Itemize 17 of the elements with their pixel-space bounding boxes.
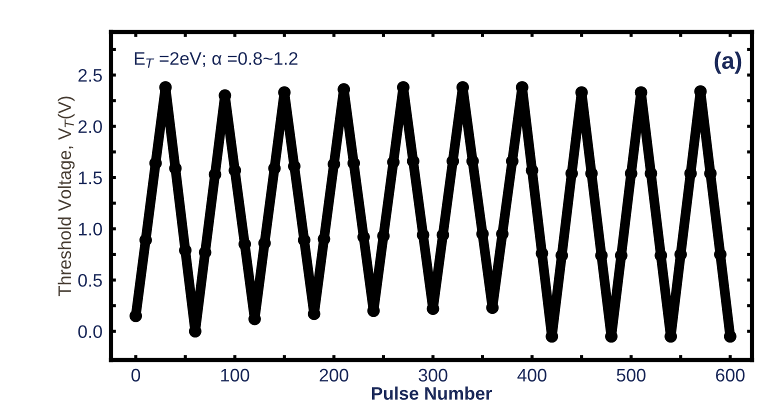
y-tick-label: 1.5 xyxy=(78,172,102,184)
y-tick-label: 2.5 xyxy=(78,68,102,82)
x-tick-label: 600 xyxy=(716,368,745,382)
x-tick-label: 300 xyxy=(418,368,448,382)
y-tick-label: 2.0 xyxy=(78,120,102,134)
y-tick-label: 0.0 xyxy=(78,325,102,338)
x-tick-label: 200 xyxy=(320,368,348,382)
y-tick-label: 0.5 xyxy=(78,274,102,287)
annotation: E$_{T}$ =2eV; α =0.8~1.2 xyxy=(134,52,298,68)
x-tick-label: 500 xyxy=(616,368,646,382)
y-axis-title: Threshold Voltage, V$_{T}$(V) xyxy=(58,96,75,296)
x-tick-label: 400 xyxy=(517,368,546,382)
y-tick-label: 1.0 xyxy=(78,222,102,236)
x-tick-label: 0 xyxy=(131,368,140,382)
x-axis-title: Pulse Number xyxy=(372,386,492,400)
x-tick-label: 100 xyxy=(221,368,250,382)
annotation: (a) xyxy=(714,52,742,74)
